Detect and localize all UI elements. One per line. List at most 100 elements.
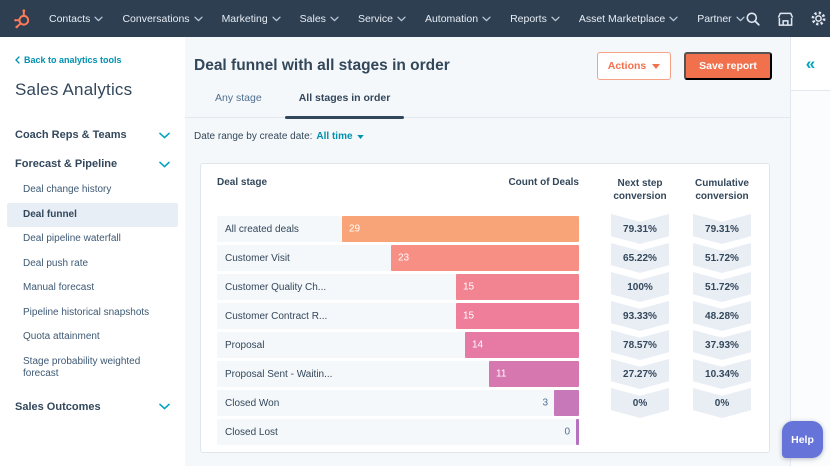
nav-item-reports[interactable]: Reports — [510, 13, 560, 25]
funnel-bar[interactable] — [554, 390, 579, 416]
nav-item-label: Reports — [510, 12, 547, 25]
chevron-down-icon — [551, 16, 560, 21]
next-step-conversion-cell: 0% — [609, 388, 671, 418]
nav-utilities — [745, 6, 830, 31]
nav-item-sales[interactable]: Sales — [300, 13, 339, 25]
next-step-conversion-badge: 65.22% — [611, 243, 669, 273]
deal-count-label: 29 — [349, 223, 361, 235]
nav-item-label: Automation — [424, 12, 479, 25]
next-step-conversion-cell: 93.33% — [609, 301, 671, 331]
nav-item-conversations[interactable]: Conversations — [122, 13, 203, 25]
nav-item-label: Asset Marketplace — [578, 12, 666, 25]
section-label: Coach Reps & Teams — [15, 129, 127, 141]
funnel-row: Customer Contract R... 15 93.33% 48.28% — [217, 301, 753, 331]
deal-count-label: 23 — [398, 252, 410, 264]
nav-item-asset-marketplace[interactable]: Asset Marketplace — [579, 13, 678, 25]
sidebar-section-sales-outcomes[interactable]: Sales Outcomes — [15, 401, 170, 413]
deal-stage-label: Proposal — [225, 339, 265, 351]
date-range-value: All time — [316, 131, 353, 142]
nav-item-service[interactable]: Service — [358, 13, 406, 25]
search-icon[interactable] — [745, 11, 761, 27]
funnel-bar[interactable]: 15 — [456, 303, 579, 329]
sidebar-item-deal-funnel[interactable]: Deal funnel — [7, 202, 178, 227]
next-step-conversion-cell: 65.22% — [609, 243, 671, 273]
right-rail-header: « — [791, 37, 830, 91]
funnel-bar[interactable]: 29 — [342, 216, 579, 242]
date-range-value-dropdown[interactable]: All time — [316, 131, 364, 142]
help-button[interactable]: Help — [782, 421, 823, 458]
cumulative-conversion-cell: 79.31% — [691, 214, 753, 244]
actions-button[interactable]: Actions — [597, 52, 671, 80]
sidebar-item-deal-pipeline-waterfall[interactable]: Deal pipeline waterfall — [23, 233, 121, 244]
chevron-down-icon — [193, 16, 203, 21]
nav-item-marketing[interactable]: Marketing — [222, 13, 281, 25]
deal-stage-label: Closed Won — [225, 397, 280, 409]
nav-item-contacts[interactable]: Contacts — [49, 13, 104, 25]
main-content: Deal funnel with all stages in order Act… — [185, 37, 790, 466]
funnel-bar[interactable]: 11 — [489, 361, 579, 387]
cumulative-conversion-cell: 10.34% — [691, 359, 753, 389]
funnel-bar[interactable]: 15 — [456, 274, 579, 300]
settings-icon[interactable] — [810, 10, 827, 27]
stage-tabs: Any stage All stages in order — [185, 92, 790, 119]
funnel-table-header: Deal stage Count of Deals Next step conv… — [217, 177, 753, 203]
sidebar: Back to analytics tools Sales Analytics … — [0, 37, 185, 466]
cumulative-conversion-cell: 51.72% — [691, 272, 753, 302]
sidebar-section-forecast-pipeline[interactable]: Forecast & Pipeline — [15, 158, 170, 170]
cumulative-conversion-cell: 48.28% — [691, 301, 753, 331]
next-step-conversion-badge: 27.27% — [611, 359, 669, 389]
column-cumulative-conversion: Cumulative conversion — [695, 178, 749, 202]
funnel-row: Closed Lost 0 — [217, 419, 753, 445]
marketplace-icon[interactable] — [777, 11, 794, 27]
sidebar-item-deal-push-rate[interactable]: Deal push rate — [23, 257, 89, 269]
save-report-button[interactable]: Save report — [684, 52, 772, 80]
funnel-rows: All created deals 29 79.31% 79.31% Customer … — [217, 214, 753, 445]
deal-stage-label: Customer Contract R... — [225, 310, 328, 322]
sidebar-item-quota-attainment[interactable]: Quota attainment — [23, 331, 100, 342]
deal-stage-label: Customer Quality Ch... — [225, 281, 327, 293]
deal-stage-label: Closed Lost — [225, 426, 278, 438]
deal-count-label: 15 — [463, 310, 475, 322]
deal-count-label: 15 — [463, 281, 475, 293]
chevron-down-icon — [482, 16, 491, 21]
sidebar-title: Sales Analytics — [15, 80, 133, 99]
chevron-left-icon — [15, 56, 20, 64]
deal-stage-cell: Customer Quality Ch... 15 — [217, 274, 579, 300]
sidebar-item-pipeline-historical-snapshots[interactable]: Pipeline historical snapshots — [23, 306, 150, 318]
cumulative-conversion-cell: 51.72% — [691, 243, 753, 273]
funnel-bar[interactable]: 14 — [465, 332, 579, 358]
deal-stage-cell: Proposal Sent - Waitin... 11 — [217, 361, 579, 387]
back-to-analytics-link[interactable]: Back to analytics tools — [15, 55, 170, 65]
nav-item-automation[interactable]: Automation — [425, 13, 491, 25]
tab-all-stages-in-order[interactable]: All stages in order — [284, 92, 404, 119]
funnel-bar[interactable] — [576, 419, 579, 445]
collapse-panel-icon[interactable]: « — [805, 54, 816, 73]
chevron-down-icon — [159, 161, 170, 167]
tab-any-stage[interactable]: Any stage — [215, 92, 262, 104]
next-step-conversion-badge: 78.57% — [611, 330, 669, 360]
nav-item-partner[interactable]: Partner — [697, 13, 745, 25]
section-label: Sales Outcomes — [15, 400, 101, 413]
sidebar-item-manual-forecast[interactable]: Manual forecast — [23, 282, 95, 293]
sidebar-item-stage-probability-weighted-forecast[interactable]: Stage probability weighted forecast — [23, 355, 141, 380]
deal-count-label: 14 — [472, 339, 484, 351]
deal-count-label: 0 — [564, 426, 570, 438]
next-step-conversion-badge: 93.33% — [611, 301, 669, 331]
column-deal-stage: Deal stage — [217, 177, 268, 188]
column-count-of-deals: Count of Deals — [508, 177, 579, 188]
caret-down-icon — [652, 63, 661, 69]
sidebar-item-deal-change-history[interactable]: Deal change history — [23, 184, 112, 195]
funnel-row: All created deals 29 79.31% 79.31% — [217, 214, 753, 244]
cumulative-conversion-badge: 51.72% — [693, 243, 751, 273]
chevron-down-icon — [736, 16, 745, 21]
deal-stage-label: Proposal Sent - Waitin... — [225, 368, 333, 380]
funnel-report-card: Deal stage Count of Deals Next step conv… — [200, 163, 770, 453]
funnel-bar[interactable]: 23 — [391, 245, 579, 271]
cumulative-conversion-badge: 79.31% — [693, 214, 751, 244]
sidebar-section-coach-reps[interactable]: Coach Reps & Teams — [15, 129, 170, 141]
cumulative-conversion-cell: 0% — [691, 388, 753, 418]
actions-button-label: Actions — [607, 60, 647, 72]
next-step-conversion-cell: 79.31% — [609, 214, 671, 244]
chevron-down-icon — [94, 16, 104, 21]
hubspot-logo-icon[interactable] — [12, 8, 33, 29]
